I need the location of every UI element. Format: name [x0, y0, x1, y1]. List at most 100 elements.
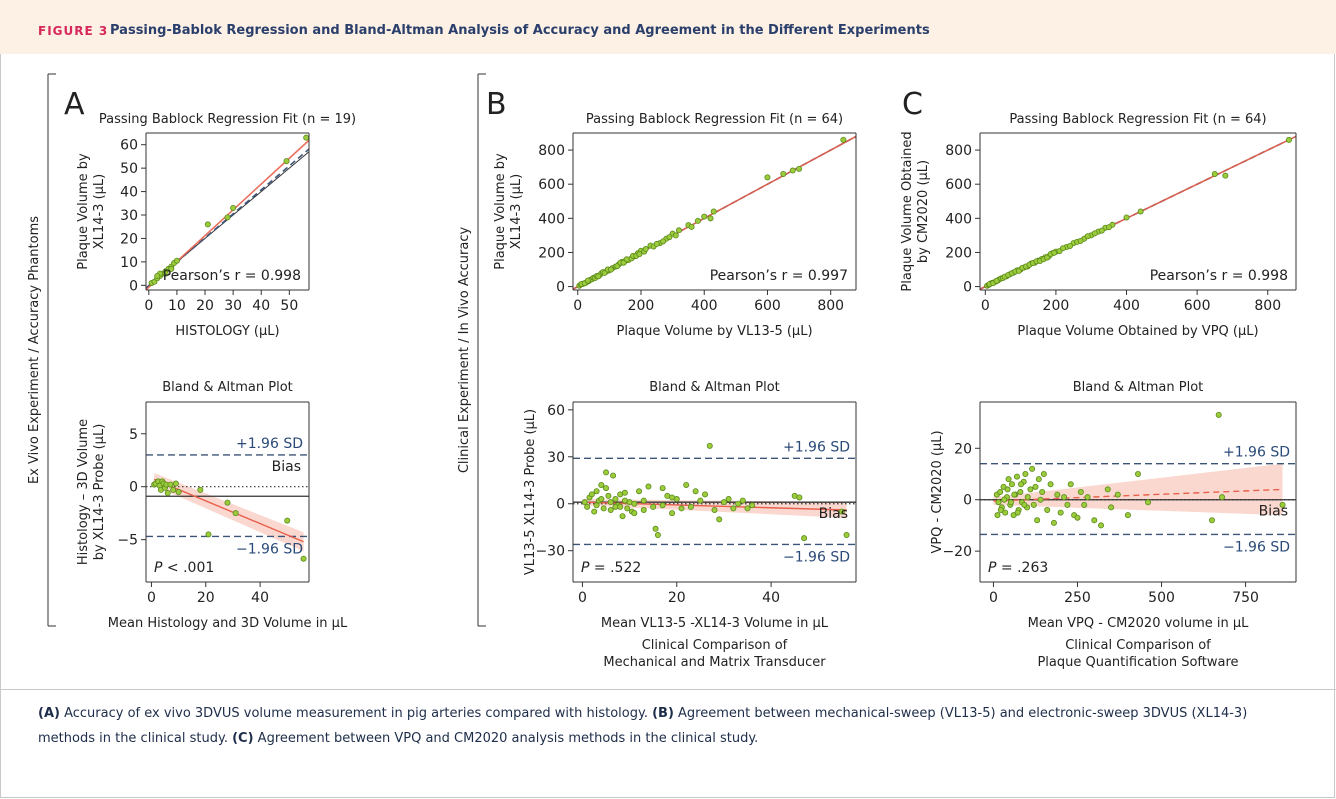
caption-b-text: Agreement between mechanical-sweep (VL13…: [38, 706, 1248, 746]
panel-c-bland-altman-point-48: [1145, 499, 1152, 506]
panel-c-bland-altman-point-33: [1061, 494, 1068, 501]
panel-a-regression-point-13: [283, 158, 290, 165]
panel-a-regression-ytick-label-5: 50: [120, 161, 138, 177]
panel-b-bland-altman-point-3: [588, 491, 595, 498]
panel-b-bland-altman-point-18: [624, 505, 631, 512]
panel-a-regression-title: Passing Bablock Regression Fit (n = 19): [99, 112, 356, 127]
panel-a-regression-xtick-label-0: 0: [144, 298, 153, 314]
panel-b-regression-point-32: [675, 227, 682, 234]
panel-c-bland-altman-point-37: [1074, 514, 1081, 521]
panel-b-bland-altman-ytick-label-3: 60: [547, 403, 565, 419]
panel-c-regression-point-35: [1137, 208, 1144, 215]
panel-a-regression-ytick-label-4: 40: [120, 185, 138, 201]
panel-b-regression-ylabel-1: XL14-3 (μL): [509, 174, 524, 249]
panel-b-regression-ylabel-0: Plaque Volume by: [493, 153, 508, 270]
panel-c-regression-ylabel-0: Plaque Volume Obtained: [900, 131, 915, 291]
panel-b-bland-altman-point-48: [621, 489, 628, 496]
panel-b-bland-altman-ytick-label-0: −30: [535, 544, 565, 560]
caption-a-label: (A): [38, 706, 60, 721]
panel-b-regression-ytick-label-1: 200: [538, 245, 565, 261]
panel-c-bland-altman-ytick-label-1: 0: [963, 493, 972, 509]
panel-c-bland-altman-point-59: [1014, 509, 1021, 516]
panel-c-bland-altman-title: Bland & Altman Plot: [1073, 380, 1204, 395]
panel-c-bland-altman-bias-label: Bias: [1259, 504, 1288, 520]
panel-b-bland-altman-point-51: [659, 502, 666, 509]
panel-a-regression-point-9: [173, 257, 180, 264]
panel-a-bland-altman-title: Bland & Altman Plot: [162, 380, 293, 395]
panel-b-bland-altman-ylabel-group: VL13-5 XL14-3 Probe (μL): [523, 409, 538, 575]
panel-c-regression-point-34: [1123, 214, 1130, 221]
panel-b-regression-pearson: Pearson’s r = 0.997: [710, 268, 848, 284]
panel-c-regression-point-57: [1084, 233, 1091, 240]
panel-c-bland-altman-xtick-label-2: 500: [1148, 590, 1175, 606]
panel-c-bland-altman-plot-area: [980, 411, 1296, 536]
panel-a-bland-altman-point-15: [205, 531, 212, 538]
panel-c-bland-altman-ylabel-0: VPQ - CM2020 (μL): [930, 430, 945, 553]
panel-b-letter: B: [486, 87, 507, 122]
panel-b-bland-altman-point-16: [619, 513, 626, 520]
panel-a-bland-altman-xlabel: Mean Histology and 3D Volume in μL: [108, 616, 348, 631]
bracket-a-label-group: Ex Vivo Experiment / Accuracy Phantoms: [24, 211, 42, 489]
panel-c-bland-altman-point-22: [1032, 483, 1039, 490]
panel-c-bland-altman-point-49: [1208, 517, 1215, 524]
panel-a-regression-xtick-label-5: 50: [280, 298, 298, 314]
panel-c-letter: C: [902, 87, 923, 122]
panel-b-bland-altman-point-24: [645, 483, 652, 490]
panel-b-regression-point-57: [666, 234, 673, 241]
panel-c-regression-xtick-label-2: 400: [1113, 298, 1140, 314]
panel-b-bland-altman-point-61: [598, 496, 605, 503]
panel-c-bland-altman-point-50: [1215, 411, 1222, 418]
panel-a-letter: A: [64, 87, 85, 122]
panel-b-bland-altman-point-44: [838, 508, 845, 515]
panel-b-bland-altman-point-50: [640, 497, 647, 504]
panel-b-bland-altman-ytick-label-1: 0: [556, 497, 565, 513]
panel-a-bland-altman-p-number: < .001: [162, 560, 214, 576]
panel-a-bland-altman-point-19: [300, 555, 307, 562]
panel-c-bland-altman-point-51: [1219, 494, 1226, 501]
panel-c-bland-altman-point-44: [1108, 504, 1115, 511]
panel-b-bland-altman-point-37: [716, 516, 723, 523]
panel-a-bland-altman-xtick-label-1: 20: [197, 590, 215, 606]
panel-c-regression-plot-area: [980, 135, 1296, 290]
panel-a-regression-ytick-label-3: 30: [120, 208, 138, 224]
panel-b-bland-altman-upper-label: +1.96 SD: [783, 439, 850, 455]
panel-b-bland-altman-title: Bland & Altman Plot: [649, 380, 780, 395]
panel-a-regression-point-16: [162, 270, 169, 277]
panel-c-bland-altman-point-32: [1057, 509, 1064, 516]
panel-c-bland-altman-ci-band: [993, 463, 1283, 516]
panel-b-regression-ytick-label-0: 0: [556, 280, 565, 296]
panel-a-regression-point-18: [168, 265, 175, 272]
panel-a-bland-altman-point-12: [172, 480, 179, 487]
panel-c-regression-point-53: [1051, 249, 1058, 256]
panel-c-bland-altman-point-21: [1030, 501, 1037, 508]
panel-b-regression-ytick-label-2: 400: [538, 211, 565, 227]
panel-c-regression-point-56: [1077, 237, 1084, 244]
panel-c-bland-altman-point-35: [1067, 481, 1074, 488]
panel-c-bland-altman-point-1: [995, 499, 1002, 506]
panel-a-regression-xtick-label-4: 40: [252, 298, 270, 314]
panel-b-bland-altman-point-45: [843, 532, 850, 539]
panel-b-bland-altman-point-53: [687, 503, 694, 510]
panel-b-bland-altman-point-43: [801, 535, 808, 542]
panel-c-bland-altman-point-14: [1017, 488, 1024, 495]
panel-a-regression-ytick-label-6: 60: [120, 138, 138, 154]
panel-a-regression-pearson: Pearson’s r = 0.998: [163, 268, 301, 284]
panel-b-bland-altman-point-8: [600, 505, 607, 512]
figure-panels: Ex Vivo Experiment / Accuracy Phantoms Cl…: [24, 73, 1297, 670]
panel-c-bland-altman-point-45: [1114, 491, 1121, 498]
panel-b-regression-xtick-label-3: 600: [754, 298, 781, 314]
panel-a-regression-point-12: [230, 204, 237, 211]
panel-b-regression-ylabel-group: Plaque Volume by XL14-3 (μL): [493, 153, 524, 270]
panel-b-bland-altman-xtick-label-1: 20: [668, 590, 686, 606]
panel-b-bland-altman-point-54: [702, 491, 709, 498]
panel-a-regression-ylabel-group: Plaque Volume by XL14-3 (μL): [76, 153, 107, 270]
panel-c-regression-xtick-label-3: 600: [1184, 298, 1211, 314]
panel-c-bland-altman-point-25: [1037, 496, 1044, 503]
panel-a-bland-altman-bias-label: Bias: [272, 459, 301, 475]
panel-c-bland-altman-point-46: [1124, 512, 1131, 519]
panel-c-regression-point-63: [993, 277, 1000, 284]
panel-b-bland-altman-xtick-label-0: 0: [578, 590, 587, 606]
panel-c-bland-altman-point-56: [1004, 486, 1011, 493]
panel-c-bland-altman-ytick-label-0: −20: [942, 544, 972, 560]
panel-c-regression-xtick-label-0: 0: [981, 298, 990, 314]
